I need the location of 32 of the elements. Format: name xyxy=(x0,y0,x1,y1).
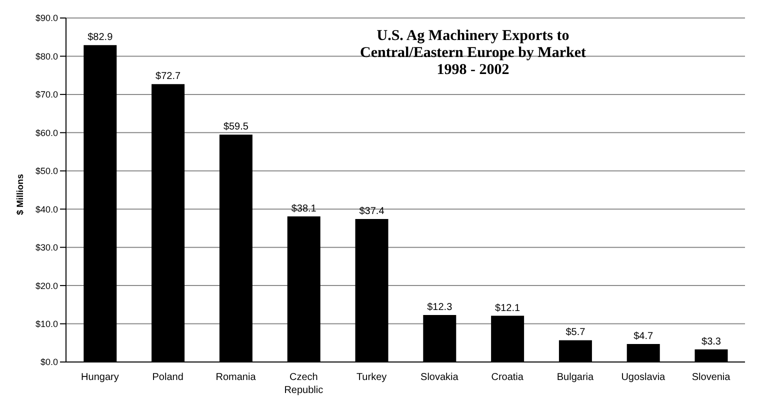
y-tick-label: $0.0 xyxy=(40,357,58,368)
data-label: $12.1 xyxy=(495,302,520,314)
data-label: $72.7 xyxy=(156,71,181,82)
x-tick-label: Romania xyxy=(216,372,256,383)
x-tick-label: Slovenia xyxy=(692,372,731,383)
data-label: $59.5 xyxy=(223,122,249,133)
data-label: $12.3 xyxy=(427,302,453,313)
data-label: $82.9 xyxy=(88,32,114,44)
x-tick-label: Hungary xyxy=(81,372,119,383)
y-tick-label: $90.0 xyxy=(35,13,58,24)
y-tick-label: $10.0 xyxy=(35,318,58,329)
text: U.S. Ag Machinery Exports to Central/Eastern Europe by Market 1998 - 2002 xyxy=(359,28,587,79)
y-tick-label: $60.0 xyxy=(35,128,58,138)
y-tick-label: $50.0 xyxy=(35,166,58,176)
y-tick-label: $20.0 xyxy=(35,280,58,291)
x-tick-label: Croatia xyxy=(491,372,524,383)
x-tick-label: Turkey xyxy=(356,372,387,383)
y-tick-label: $40.0 xyxy=(35,204,58,214)
data-label: $38.1 xyxy=(291,203,317,214)
data-label: $3.3 xyxy=(702,336,722,348)
x-tick-label: Poland xyxy=(152,372,184,383)
y-axis-title: $ Millions xyxy=(15,174,26,215)
x-tick-label: Czech Republic xyxy=(284,372,324,396)
data-label: $4.7 xyxy=(634,331,654,342)
y-tick-label: $70.0 xyxy=(35,90,58,100)
y-tick-label: $80.0 xyxy=(35,51,58,62)
x-tick-label: Slovakia xyxy=(420,372,459,383)
x-tick-label: Ugoslavia xyxy=(621,372,666,383)
y-tick-label: $30.0 xyxy=(35,242,58,253)
x-tick-label: Bulgaria xyxy=(556,372,594,383)
data-label: $5.7 xyxy=(566,327,586,338)
data-label: $37.4 xyxy=(359,206,385,218)
